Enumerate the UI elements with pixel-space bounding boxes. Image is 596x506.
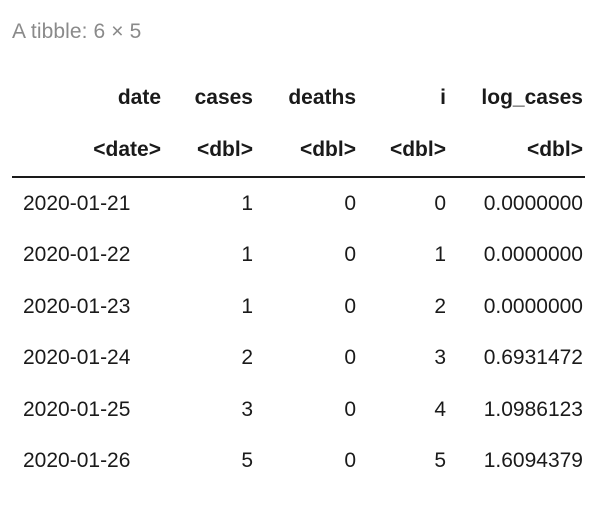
column-types-row: <date> <dbl> <dbl> <dbl> <dbl> (12, 124, 585, 178)
column-type-log-cases: <dbl> (448, 124, 585, 178)
table-row: 2020-01-26 5 0 5 1.6094379 (12, 436, 585, 488)
cell-log-cases: 0.0000000 (483, 191, 583, 215)
tibble-table: date cases deaths i log_cases <date> <db… (12, 72, 585, 487)
column-header-cases: cases (194, 86, 253, 109)
cell-date: 2020-01-21 (23, 191, 131, 215)
cell-deaths: 0 (344, 346, 356, 370)
cell-i: 3 (434, 346, 446, 370)
cell-log-cases: 0.0000000 (483, 294, 583, 318)
cell-i: 0 (434, 191, 446, 215)
column-header-date: date (117, 86, 161, 109)
cell-date: 2020-01-25 (23, 397, 131, 421)
cell-i: 1 (434, 243, 446, 267)
cell-i: 2 (434, 294, 446, 318)
column-header-i: i (440, 86, 446, 109)
cell-cases: 1 (241, 243, 253, 267)
cell-deaths: 0 (344, 191, 356, 215)
table-row: 2020-01-25 3 0 4 1.0986123 (12, 384, 585, 436)
cell-deaths: 0 (344, 294, 356, 318)
cell-cases: 2 (241, 346, 253, 370)
cell-date: 2020-01-24 (23, 346, 131, 370)
cell-date: 2020-01-26 (23, 449, 131, 473)
column-header-deaths: deaths (288, 86, 356, 109)
table-row: 2020-01-22 1 0 1 0.0000000 (12, 230, 585, 282)
column-type-i: <dbl> (358, 124, 448, 178)
cell-cases: 1 (241, 294, 253, 318)
column-type-date: <date> (12, 124, 163, 178)
cell-cases: 5 (241, 449, 253, 473)
column-names-row: date cases deaths i log_cases (12, 72, 585, 124)
cell-deaths: 0 (344, 449, 356, 473)
table-row: 2020-01-21 1 0 0 0.0000000 (12, 177, 585, 230)
column-type-cases: <dbl> (163, 124, 255, 178)
cell-log-cases: 1.6094379 (483, 449, 583, 473)
cell-log-cases: 0.6931472 (483, 346, 583, 370)
cell-cases: 1 (241, 191, 253, 215)
cell-cases: 3 (241, 397, 253, 421)
cell-i: 5 (434, 449, 446, 473)
cell-i: 4 (434, 397, 446, 421)
cell-log-cases: 0.0000000 (483, 243, 583, 267)
column-type-deaths: <dbl> (255, 124, 358, 178)
cell-date: 2020-01-22 (23, 243, 131, 267)
table-row: 2020-01-24 2 0 3 0.6931472 (12, 333, 585, 385)
tibble-caption: A tibble: 6 × 5 (12, 20, 142, 43)
table-row: 2020-01-23 1 0 2 0.0000000 (12, 281, 585, 333)
cell-deaths: 0 (344, 397, 356, 421)
cell-log-cases: 1.0986123 (483, 397, 583, 421)
cell-deaths: 0 (344, 243, 356, 267)
cell-date: 2020-01-23 (23, 294, 131, 318)
column-header-log-cases: log_cases (481, 86, 583, 109)
